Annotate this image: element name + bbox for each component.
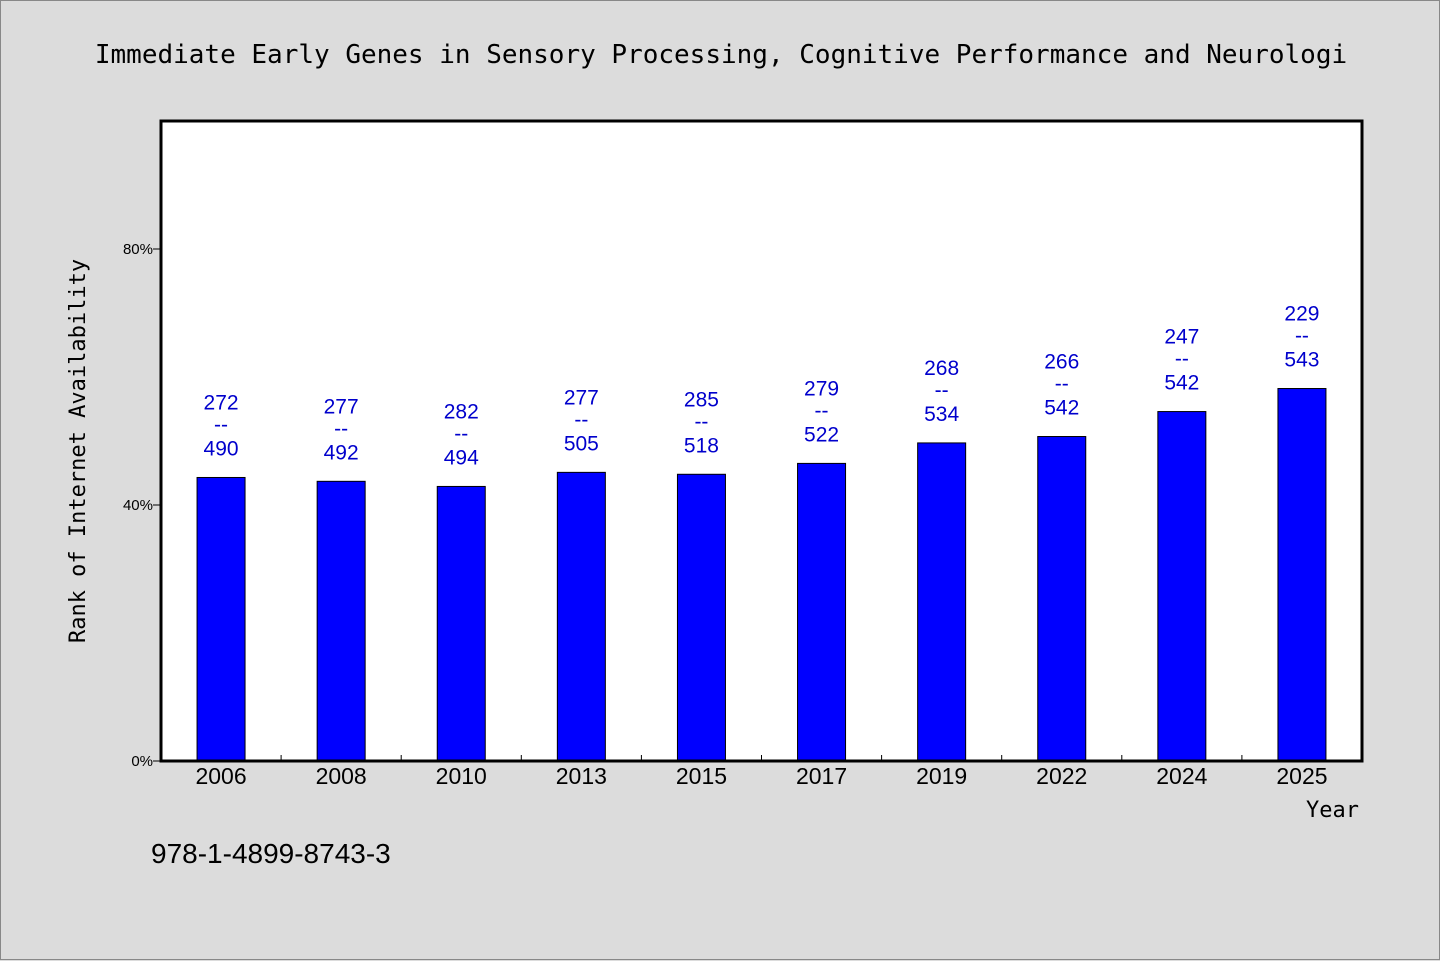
- x-tick-label-2013: 2013: [556, 763, 607, 789]
- data-label-sep-2024: --: [1175, 348, 1189, 371]
- data-label-sep-2008: --: [334, 417, 348, 440]
- x-tick-label-2008: 2008: [316, 763, 367, 789]
- data-label-bottom-2010: 494: [444, 446, 479, 469]
- data-label-bottom-2006: 490: [204, 437, 239, 460]
- y-tick-label: 0%: [131, 753, 153, 770]
- data-label-top-2010: 282: [444, 400, 479, 423]
- data-label-sep-2015: --: [694, 410, 708, 433]
- x-tick-label-2022: 2022: [1036, 763, 1087, 789]
- x-axis: 2006 2008 2010 2013 2015 2017 2019 2022 2024 2025: [195, 755, 1328, 789]
- x-tick-label-2025: 2025: [1276, 763, 1327, 789]
- bar-2010: [436, 485, 486, 762]
- data-label-sep-2010: --: [454, 422, 468, 445]
- data-label-bottom-2013: 505: [564, 432, 599, 455]
- x-axis-title: Year: [1306, 798, 1359, 823]
- x-tick-label-2010: 2010: [436, 763, 487, 789]
- x-tick-label-2006: 2006: [195, 763, 246, 789]
- data-label-top-2015: 285: [684, 388, 719, 411]
- data-label-bottom-2022: 542: [1044, 397, 1079, 420]
- bar-2006: [196, 476, 246, 762]
- data-labels-layer: 272--490277--492282--494277--505285--518…: [204, 303, 1320, 470]
- y-tick-label: 80%: [123, 241, 153, 258]
- bar-2019: [917, 442, 967, 762]
- data-label-sep-2013: --: [574, 408, 588, 431]
- bar-2025: [1277, 388, 1327, 762]
- y-tick-label: 40%: [123, 497, 153, 514]
- data-label-top-2022: 266: [1044, 351, 1079, 374]
- bar-2024: [1157, 411, 1207, 762]
- x-tick-label-2015: 2015: [676, 763, 727, 789]
- data-label-bottom-2024: 542: [1164, 372, 1199, 395]
- data-label-top-2019: 268: [924, 357, 959, 380]
- isbn-footer: 978-1-4899-8743-3: [151, 838, 391, 869]
- data-label-top-2024: 247: [1164, 326, 1199, 349]
- y-axis-title: Rank of Internet Availability: [66, 259, 91, 643]
- data-label-sep-2017: --: [815, 399, 829, 422]
- x-tick-label-2017: 2017: [796, 763, 847, 789]
- x-tick-label-2024: 2024: [1156, 763, 1207, 789]
- y-axis: 0% 40% 80%: [123, 241, 161, 770]
- bar-2008: [316, 480, 366, 762]
- data-label-bottom-2019: 534: [924, 403, 959, 426]
- data-label-top-2008: 277: [324, 395, 359, 418]
- data-label-top-2025: 229: [1284, 303, 1319, 326]
- x-tick-label-2019: 2019: [916, 763, 967, 789]
- data-label-bottom-2015: 518: [684, 434, 719, 457]
- data-label-bottom-2025: 543: [1284, 349, 1319, 372]
- bar-2015: [676, 473, 726, 762]
- bar-2022: [1037, 436, 1087, 762]
- bar-2017: [797, 462, 847, 762]
- bars-layer: [196, 388, 1327, 762]
- chart-title: Immediate Early Genes in Sensory Process…: [95, 40, 1347, 70]
- data-label-sep-2022: --: [1055, 373, 1069, 396]
- data-label-sep-2006: --: [214, 413, 228, 436]
- data-label-top-2013: 277: [564, 386, 599, 409]
- bar-2013: [556, 471, 606, 762]
- data-label-sep-2025: --: [1295, 325, 1309, 348]
- data-label-sep-2019: --: [935, 379, 949, 402]
- data-label-bottom-2017: 522: [804, 423, 839, 446]
- data-label-top-2017: 279: [804, 377, 839, 400]
- data-label-bottom-2008: 492: [324, 441, 359, 464]
- data-label-top-2006: 272: [204, 391, 239, 414]
